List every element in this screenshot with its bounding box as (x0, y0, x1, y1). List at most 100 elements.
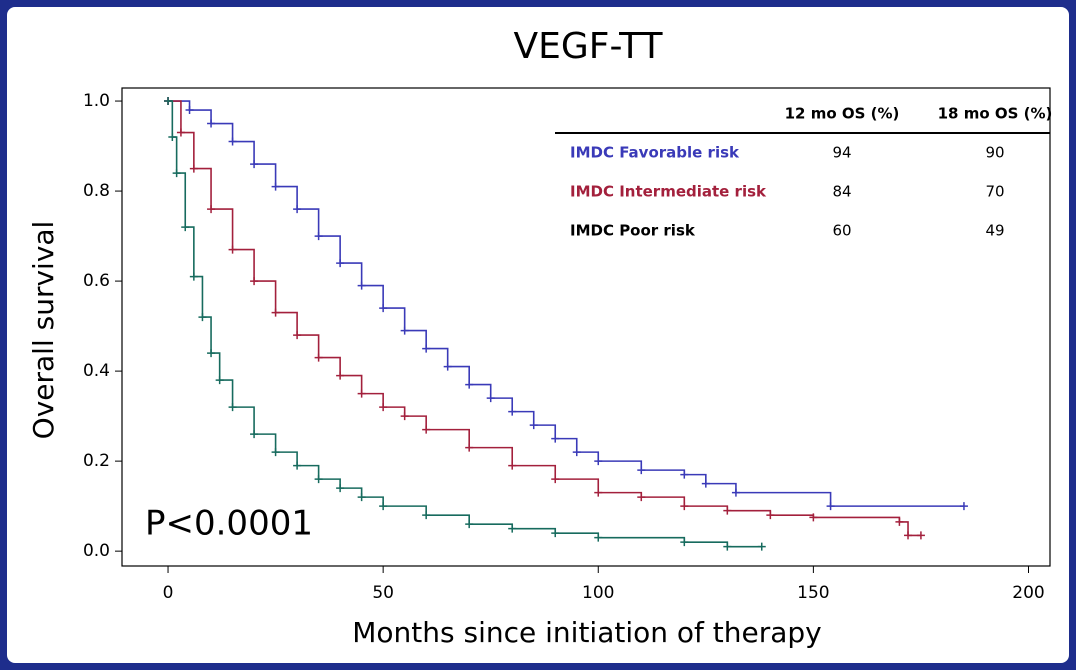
x-tick-label: 50 (372, 583, 394, 603)
table-value: 94 (832, 144, 851, 162)
censor-mark (701, 479, 710, 488)
x-tick-label: 0 (163, 583, 174, 603)
censor-mark (207, 349, 216, 358)
censor-mark (271, 448, 280, 457)
censor-mark (637, 466, 646, 475)
censor-mark (250, 430, 259, 439)
censor-mark (271, 308, 280, 317)
table-value: 49 (985, 222, 1004, 240)
y-tick-label: 0.0 (83, 541, 110, 561)
censor-mark (508, 461, 517, 470)
table-value: 60 (832, 222, 851, 240)
censor-mark (357, 389, 366, 398)
legend-label: IMDC Intermediate risk (570, 183, 767, 201)
censor-mark (164, 97, 173, 106)
censor-mark (400, 412, 409, 421)
censor-mark (680, 538, 689, 547)
censor-mark (529, 421, 538, 430)
table-value: 70 (985, 183, 1004, 201)
censor-mark (379, 502, 388, 511)
x-axis-label: Months since initiation of therapy (352, 616, 822, 649)
censor-mark (228, 137, 237, 146)
censor-mark (594, 488, 603, 497)
censor-mark (422, 511, 431, 520)
censor-mark (723, 542, 732, 551)
censor-mark (637, 493, 646, 502)
censor-mark (959, 502, 968, 511)
censor-mark (207, 205, 216, 214)
censor-mark (551, 434, 560, 443)
legend-label: IMDC Favorable risk (570, 144, 740, 162)
censor-mark (168, 133, 177, 142)
censor-mark (723, 506, 732, 515)
x-tick-label: 100 (582, 583, 614, 603)
chart-title: VEGF-TT (513, 26, 663, 67)
censor-mark (680, 502, 689, 511)
censor-mark (757, 542, 766, 551)
survival-curve (168, 100, 921, 537)
censor-mark (400, 326, 409, 335)
censor-mark (198, 313, 207, 322)
censor-mark (731, 488, 740, 497)
panel (7, 7, 1069, 663)
censor-mark (250, 160, 259, 169)
censor-mark (379, 304, 388, 313)
p-value: P<0.0001 (145, 504, 313, 544)
censor-mark (443, 362, 452, 371)
censor-mark (172, 169, 181, 178)
table-header: 12 mo OS (%) (785, 105, 900, 123)
censor-mark (422, 425, 431, 434)
censor-mark (904, 531, 913, 540)
censor-mark (181, 223, 190, 232)
table-value: 90 (985, 144, 1004, 162)
censor-mark (215, 376, 224, 385)
censor-mark (228, 245, 237, 254)
censor-mark (465, 520, 474, 529)
censor-mark (809, 513, 818, 522)
censor-mark (271, 182, 280, 191)
survival-curve (168, 100, 964, 507)
y-axis-label: Overall survival (27, 221, 60, 440)
legend-label: IMDC Poor risk (570, 222, 696, 240)
censor-mark (486, 394, 495, 403)
censor-mark (176, 128, 185, 137)
y-tick-label: 0.2 (83, 451, 110, 471)
censor-mark (594, 457, 603, 466)
censor-mark (207, 119, 216, 128)
censor-mark (551, 529, 560, 538)
y-tick-label: 0.8 (83, 181, 110, 201)
censor-mark (189, 164, 198, 173)
censor-mark (293, 461, 302, 470)
censor-mark (551, 475, 560, 484)
censor-mark (336, 484, 345, 493)
x-tick-label: 150 (797, 583, 829, 603)
x-tick-label: 200 (1012, 583, 1044, 603)
survival-curve (168, 100, 762, 548)
table-value: 84 (832, 183, 851, 201)
censor-mark (572, 448, 581, 457)
censor-mark (422, 344, 431, 353)
censor-mark (250, 277, 259, 286)
censor-mark (314, 353, 323, 362)
censor-mark (508, 524, 517, 533)
plot-frame (121, 87, 1051, 567)
censor-mark (336, 371, 345, 380)
censor-mark (336, 259, 345, 268)
censor-mark (357, 493, 366, 502)
y-tick-label: 0.4 (83, 361, 110, 381)
table-header: 18 mo OS (%) (938, 105, 1053, 123)
censor-mark (465, 443, 474, 452)
censor-mark (185, 106, 194, 115)
censor-mark (189, 272, 198, 281)
y-tick-label: 0.6 (83, 271, 110, 291)
y-tick-label: 1.0 (83, 91, 110, 111)
censor-mark (465, 380, 474, 389)
censor-mark (826, 502, 835, 511)
censor-mark (293, 205, 302, 214)
censor-mark (680, 470, 689, 479)
censor-mark (916, 531, 925, 540)
censor-mark (895, 517, 904, 526)
censor-mark (314, 475, 323, 484)
